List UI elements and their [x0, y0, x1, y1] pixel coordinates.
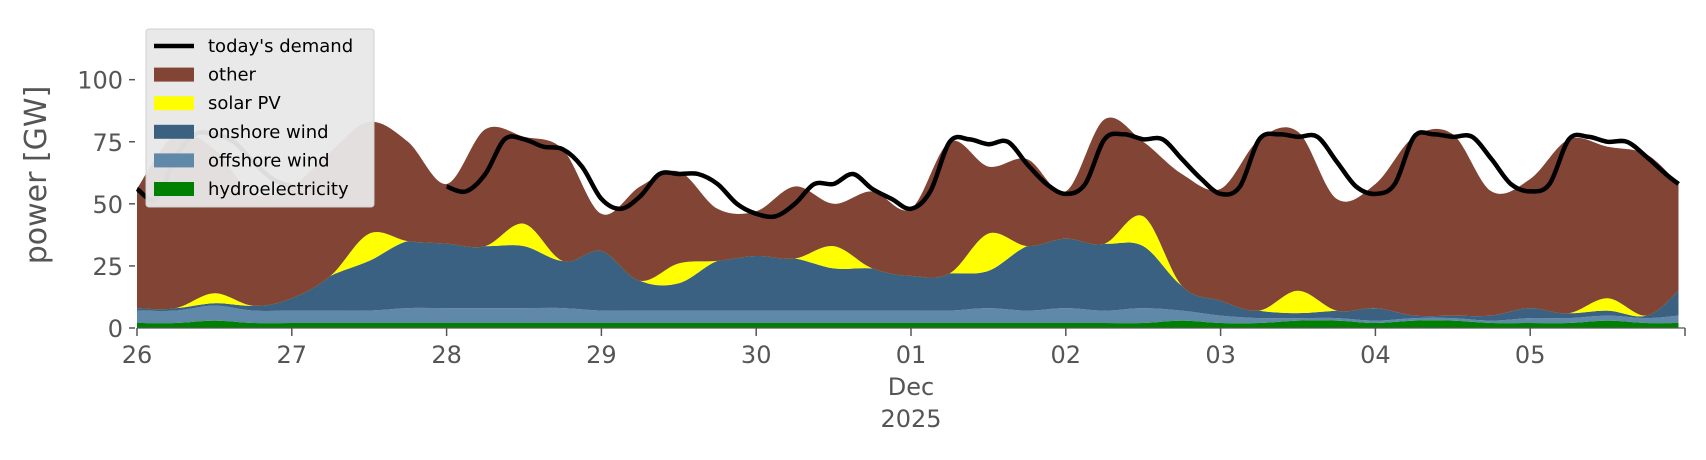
legend-hydroelectricity-label: hydroelectricity	[208, 179, 349, 200]
legend-other-swatch	[154, 67, 194, 82]
x-tick-label-27: 27	[277, 341, 308, 369]
legend-offshore-wind-label: offshore wind	[208, 150, 330, 171]
area-other	[137, 117, 1679, 317]
y-tick-label-100: 100	[77, 67, 123, 95]
x-tick-label-03: 03	[1205, 341, 1236, 369]
legend-box	[145, 28, 375, 208]
legend-solar-pv-swatch	[154, 96, 194, 111]
y-axis-label: power [GW]	[19, 86, 54, 265]
y-tick-label-0: 0	[108, 315, 123, 343]
legend-other-label: other	[208, 65, 257, 86]
x-sublabel-2: 2025	[880, 405, 941, 433]
legend-onshore-wind-label: onshore wind	[208, 122, 329, 143]
legend-today-s-demand-label: today's demand	[208, 36, 353, 57]
y-tick-label-50: 50	[92, 191, 123, 219]
axes-group: 0 25 50 75 100 26 27 28 29 30 01 02 03 04 05 Dec 2025	[77, 67, 1686, 433]
demand-line-segment-2	[445, 130, 1680, 220]
x-tick-label-05: 05	[1515, 341, 1546, 369]
area-solar-pv	[137, 215, 1679, 317]
x-tick-label-26: 26	[122, 341, 153, 369]
x-tick-label-02: 02	[1051, 341, 1082, 369]
x-sublabel-1: Dec	[888, 373, 934, 401]
legend-offshore-wind-swatch	[154, 153, 194, 168]
x-tick-label-01: 01	[896, 341, 927, 369]
y-tick-label-75: 75	[92, 129, 123, 157]
x-tick-label-29: 29	[586, 341, 617, 369]
x-tick-label-28: 28	[431, 341, 462, 369]
stacked-area-group	[137, 117, 1679, 328]
area-onshore-wind	[137, 238, 1679, 321]
x-tick-label-30: 30	[741, 341, 772, 369]
legend: today's demand other solar PV onshore wind o…	[145, 28, 375, 208]
y-tick-label-25: 25	[92, 253, 123, 281]
area-hydroelectricity	[137, 320, 1679, 328]
legend-solar-pv-label: solar PV	[208, 93, 281, 114]
legend-hydroelectricity-swatch	[154, 182, 194, 196]
x-tick-label-04: 04	[1360, 341, 1391, 369]
legend-onshore-wind-swatch	[154, 124, 194, 139]
area-offshore-wind	[137, 305, 1679, 324]
